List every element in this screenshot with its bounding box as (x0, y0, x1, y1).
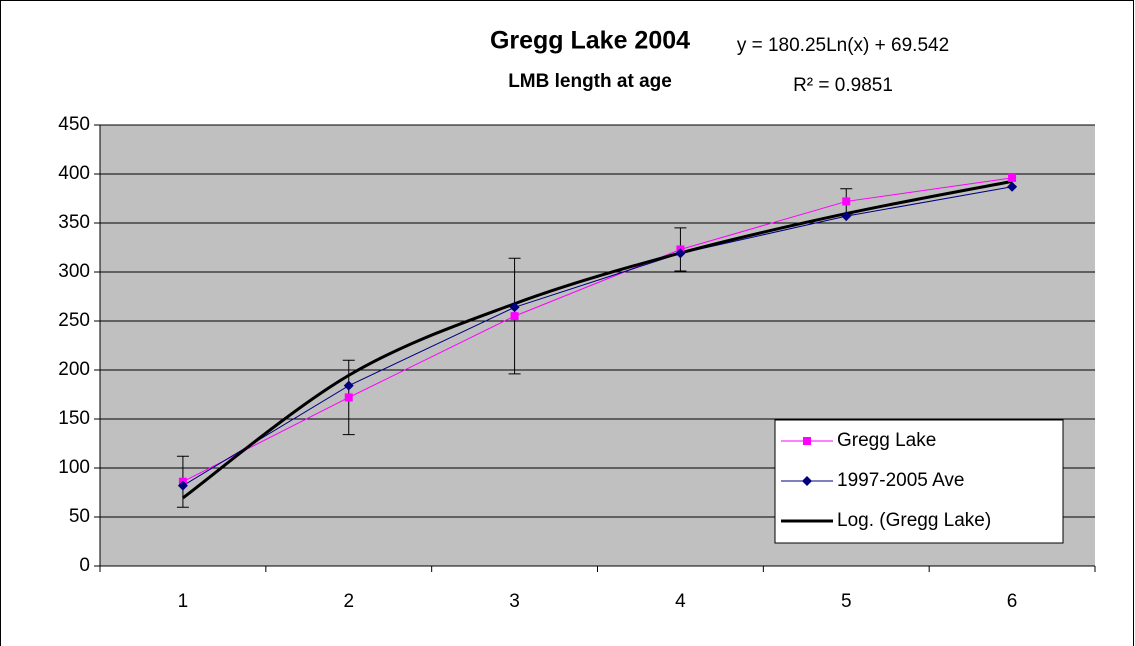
y-tick-label: 100 (58, 457, 90, 478)
marker (1007, 181, 1018, 192)
trend-r-squared: R² = 0.9851 (793, 75, 893, 96)
x-tick-label: 5 (841, 591, 852, 612)
y-tick-label: 50 (69, 506, 90, 527)
marker (344, 393, 353, 402)
marker (841, 211, 852, 222)
y-tick-label: 400 (58, 163, 90, 184)
marker (510, 312, 519, 321)
marker (1008, 173, 1017, 182)
y-tick-label: 150 (58, 408, 90, 429)
x-tick-label: 6 (1007, 591, 1018, 612)
marker (509, 302, 520, 313)
marker (842, 197, 851, 206)
y-tick-label: 250 (58, 310, 90, 331)
legend-marker (803, 437, 811, 445)
y-tick-label: 300 (58, 261, 90, 282)
legend-label: 1997-2005 Ave (837, 470, 965, 491)
series-line (182, 186, 1013, 487)
series-line (182, 177, 1013, 483)
marker (177, 480, 188, 491)
trend-equation: y = 180.25Ln(x) + 69.542 (737, 35, 949, 56)
trend-line (182, 179, 1013, 500)
chart-subtitle: LMB length at age (508, 71, 672, 92)
marker (343, 380, 354, 391)
marker (675, 248, 686, 259)
x-tick-label: 1 (178, 591, 189, 612)
y-tick-label: 200 (58, 359, 90, 380)
y-tick-label: 450 (58, 114, 90, 135)
x-tick-label: 2 (343, 591, 354, 612)
legend-label: Gregg Lake (837, 430, 936, 451)
chart-title: Gregg Lake 2004 (490, 27, 690, 55)
y-tick-label: 0 (79, 555, 90, 576)
x-tick-label: 3 (509, 591, 520, 612)
y-tick-label: 350 (58, 212, 90, 233)
x-tick-label: 4 (675, 591, 686, 612)
legend-marker (802, 476, 812, 486)
legend-label: Log. (Gregg Lake) (837, 510, 991, 531)
